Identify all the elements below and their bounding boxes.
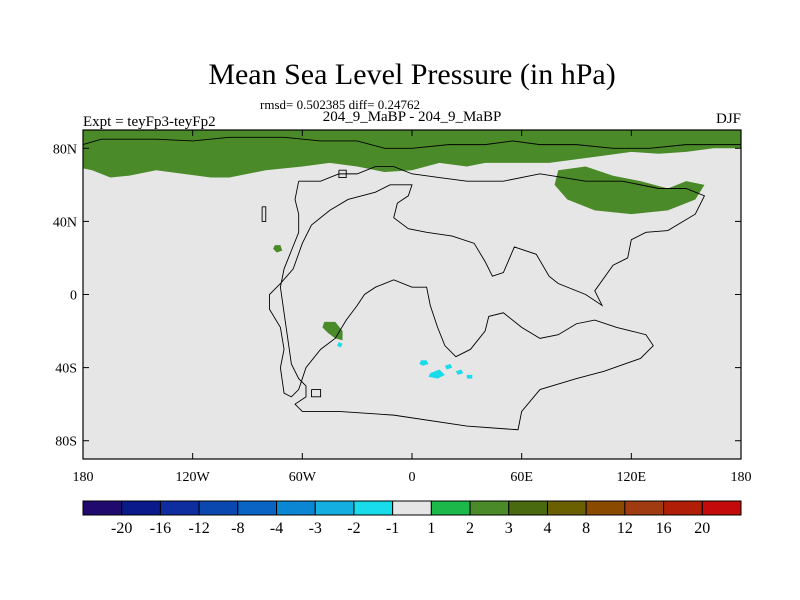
- colorbar-label-0: -20: [111, 520, 132, 537]
- colorbar-label-14: 16: [656, 520, 672, 537]
- y-tick-label-1: 40N: [53, 215, 77, 230]
- anomaly-region-4: [337, 342, 343, 348]
- anomaly-region-9: [466, 374, 473, 379]
- colorbar-label-10: 3: [505, 520, 513, 537]
- chart-season: DJF: [716, 111, 741, 127]
- colorbar-swatch-16: [701, 500, 742, 516]
- colorbar-swatch-14: [624, 500, 665, 516]
- anomaly-region-1: [554, 166, 705, 215]
- coastline-4: [338, 169, 347, 178]
- x-tick-label-6: 180: [731, 470, 752, 485]
- colorbar-label-9: 2: [466, 520, 474, 537]
- anomaly-region-5: [419, 360, 429, 366]
- colorbar-swatch-15: [663, 500, 703, 516]
- colorbar-swatch-2: [159, 500, 200, 516]
- colorbar-label-7: -1: [386, 520, 399, 537]
- coastline-1: [268, 166, 706, 431]
- colorbar-label-1: -16: [150, 520, 171, 537]
- chart-title: Mean Sea Level Pressure (in hPa): [208, 58, 615, 91]
- anomaly-region-6: [428, 369, 445, 379]
- anomaly-region-0: [83, 130, 741, 178]
- anomaly-region-2: [273, 245, 283, 253]
- colorbar-swatch-10: [469, 500, 510, 516]
- colorbar-swatch-6: [314, 500, 355, 516]
- plot-background: [83, 130, 741, 459]
- anomaly-region-8: [455, 369, 464, 375]
- x-tick-label-1: 120W: [176, 470, 211, 485]
- colorbar-swatch-8: [392, 500, 432, 516]
- colorbar-label-13: 12: [617, 520, 633, 537]
- x-tick-label-3: 0: [409, 470, 416, 485]
- coastline-3: [261, 206, 267, 222]
- coastline-2: [311, 389, 322, 398]
- colorbar-swatch-9: [430, 500, 471, 516]
- chart-subtitle: 204_9_MaBP - 204_9_MaBP: [323, 109, 502, 125]
- colorbar-swatch-4: [237, 500, 278, 516]
- colorbar-label-4: -4: [270, 520, 283, 537]
- anomaly-region-3: [322, 321, 343, 341]
- colorbar-swatch-5: [276, 500, 316, 516]
- colorbar-swatch-7: [353, 500, 394, 516]
- colorbar-label-6: -2: [347, 520, 360, 537]
- x-tick-label-0: 180: [73, 470, 94, 485]
- y-tick-label-2: 0: [70, 289, 77, 304]
- colorbar-swatch-13: [585, 500, 626, 516]
- colorbar-label-3: -8: [231, 520, 244, 537]
- colorbar-swatch-1: [121, 500, 161, 516]
- colorbar-label-12: 8: [582, 520, 590, 537]
- colorbar-swatch-12: [546, 500, 587, 516]
- y-tick-label-4: 80S: [55, 435, 77, 450]
- colorbar-label-15: 20: [694, 520, 710, 537]
- colorbar-label-5: -3: [309, 520, 322, 537]
- coastline-0: [83, 136, 741, 149]
- colorbar-label-2: -12: [188, 520, 209, 537]
- y-tick-label-0: 80N: [53, 142, 77, 157]
- x-tick-label-4: 60E: [510, 470, 533, 485]
- chart-stats: rmsd= 0.502385 diff= 0.24762: [260, 97, 420, 112]
- colorbar-swatch-0: [82, 500, 123, 516]
- colorbar-swatch-11: [508, 500, 548, 516]
- chart-experiment: Expt = teyFp3-teyFp2: [83, 114, 216, 130]
- anomaly-region-7: [444, 363, 453, 370]
- x-tick-label-5: 120E: [617, 470, 647, 485]
- colorbar-label-8: 1: [427, 520, 435, 537]
- colorbar-swatch-3: [198, 500, 239, 516]
- x-tick-label-2: 60W: [289, 470, 317, 485]
- y-tick-label-3: 40S: [55, 362, 77, 377]
- colorbar-label-11: 4: [543, 520, 551, 537]
